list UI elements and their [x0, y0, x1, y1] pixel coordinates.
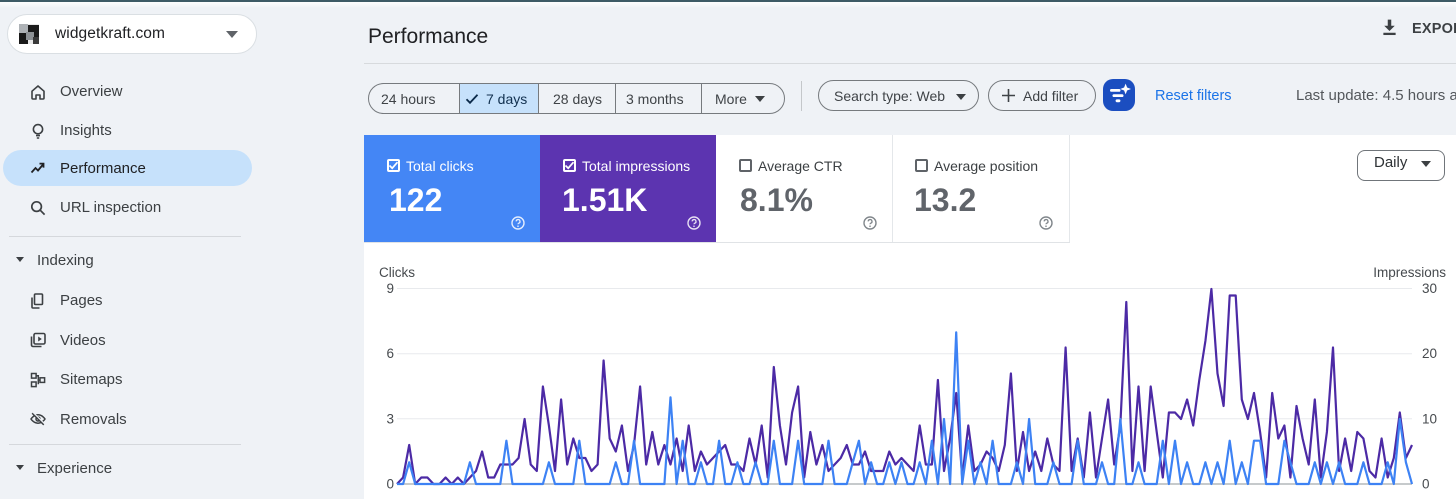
svg-text:3: 3	[386, 411, 394, 426]
svg-text:30: 30	[1422, 281, 1437, 296]
svg-text:0: 0	[386, 477, 394, 492]
svg-text:Clicks: Clicks	[379, 265, 415, 280]
svg-text:20: 20	[1422, 346, 1437, 361]
svg-text:9: 9	[386, 281, 394, 296]
svg-text:0: 0	[1422, 477, 1430, 492]
svg-text:6: 6	[386, 346, 394, 361]
svg-text:10: 10	[1422, 411, 1437, 426]
svg-text:Impressions: Impressions	[1373, 265, 1446, 280]
